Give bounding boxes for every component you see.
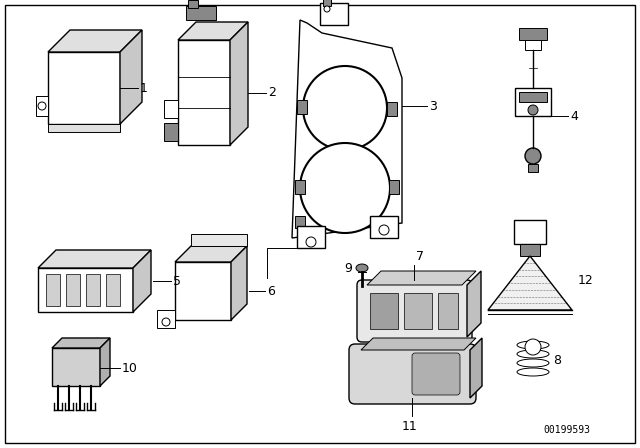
Polygon shape: [488, 256, 572, 310]
Bar: [164, 123, 178, 141]
Bar: [186, 6, 216, 20]
Bar: [297, 100, 307, 114]
Ellipse shape: [517, 368, 549, 376]
Bar: [525, 40, 541, 50]
Bar: [297, 226, 325, 248]
Circle shape: [528, 105, 538, 115]
Bar: [46, 274, 60, 306]
Polygon shape: [367, 271, 476, 285]
Bar: [520, 244, 540, 256]
Polygon shape: [100, 338, 110, 386]
Ellipse shape: [517, 350, 549, 358]
Polygon shape: [191, 234, 247, 246]
Bar: [370, 293, 398, 329]
Polygon shape: [178, 22, 248, 40]
Text: 7: 7: [416, 250, 424, 263]
Circle shape: [379, 225, 389, 235]
Bar: [515, 88, 551, 116]
Circle shape: [306, 237, 316, 247]
Bar: [295, 216, 305, 228]
Bar: [519, 28, 547, 40]
Text: 8: 8: [553, 353, 561, 366]
Ellipse shape: [525, 339, 541, 355]
Polygon shape: [175, 246, 247, 262]
Ellipse shape: [517, 341, 549, 349]
FancyBboxPatch shape: [357, 280, 472, 342]
Bar: [387, 102, 397, 116]
Text: 12: 12: [578, 273, 594, 287]
Ellipse shape: [517, 359, 549, 367]
Polygon shape: [120, 30, 142, 124]
Polygon shape: [175, 262, 231, 320]
Polygon shape: [133, 250, 151, 312]
Text: 1: 1: [140, 82, 148, 95]
Bar: [514, 220, 546, 244]
Polygon shape: [38, 250, 151, 268]
Text: 9: 9: [344, 262, 352, 275]
Bar: [438, 293, 458, 329]
Ellipse shape: [356, 264, 368, 272]
Polygon shape: [292, 20, 402, 238]
Polygon shape: [38, 268, 133, 312]
Text: 3: 3: [429, 99, 437, 112]
Bar: [295, 180, 305, 194]
Bar: [323, 0, 331, 6]
Polygon shape: [230, 22, 248, 145]
Circle shape: [525, 148, 541, 164]
Bar: [320, 3, 348, 25]
Polygon shape: [178, 40, 230, 145]
Polygon shape: [231, 246, 247, 320]
Polygon shape: [470, 338, 482, 398]
Text: 5: 5: [173, 275, 181, 288]
Polygon shape: [467, 271, 481, 337]
Bar: [528, 164, 538, 172]
Text: 10: 10: [122, 362, 138, 375]
Polygon shape: [48, 52, 120, 124]
Polygon shape: [48, 30, 142, 52]
Circle shape: [162, 318, 170, 326]
FancyBboxPatch shape: [349, 344, 476, 404]
Text: 11: 11: [402, 420, 418, 433]
Text: 2: 2: [268, 86, 276, 99]
Bar: [370, 216, 398, 238]
Text: 4: 4: [570, 109, 578, 122]
Bar: [404, 293, 432, 329]
Bar: [188, 0, 198, 8]
Circle shape: [38, 102, 46, 110]
Bar: [36, 96, 48, 116]
FancyBboxPatch shape: [412, 353, 460, 395]
Circle shape: [324, 6, 330, 12]
Bar: [164, 100, 178, 118]
Bar: [52, 348, 100, 386]
Circle shape: [303, 66, 387, 150]
Text: 00199593: 00199593: [543, 425, 590, 435]
Bar: [48, 124, 120, 132]
Polygon shape: [157, 310, 175, 328]
Bar: [106, 274, 120, 306]
Bar: [86, 274, 100, 306]
Bar: [66, 274, 80, 306]
Polygon shape: [52, 338, 110, 348]
Polygon shape: [361, 338, 476, 350]
Bar: [389, 180, 399, 194]
Text: 6: 6: [267, 284, 275, 297]
Bar: [519, 92, 547, 102]
Circle shape: [300, 143, 390, 233]
